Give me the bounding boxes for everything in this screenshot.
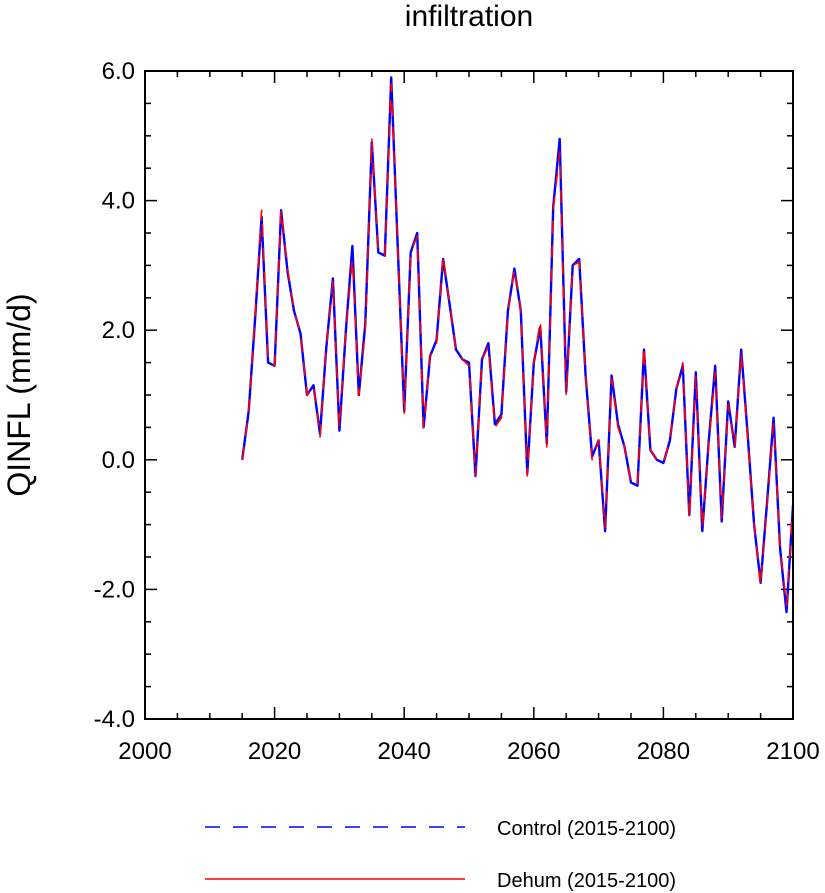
x-tick-label: 2060: [507, 738, 560, 765]
x-tick-label: 2100: [766, 738, 819, 765]
y-axis-label: QINFL (mm/d): [1, 293, 37, 496]
legend-label-dehum: Dehum (2015-2100): [497, 870, 676, 892]
plot-frame: [144, 70, 794, 720]
y-tick-label: 0.0: [102, 447, 135, 474]
x-tick-label: 2080: [637, 738, 690, 765]
legend: Control (2015-2100) Dehum (2015-2100): [205, 818, 676, 892]
y-tick-labels: -4.0 -2.0 0.0 2.0 4.0 6.0: [94, 58, 135, 733]
x-tick-label: 2040: [378, 738, 431, 765]
x-tick-label: 2020: [248, 738, 301, 765]
y-tick-label: 6.0: [102, 58, 135, 85]
x-tick-label: 2000: [118, 738, 171, 765]
x-tick-labels: 2000 2020 2040 2060 2080 2100: [118, 738, 819, 765]
series-line-dehum: [241, 83, 794, 607]
y-tick-label: 2.0: [102, 317, 135, 344]
y-tick-label: -2.0: [94, 576, 135, 603]
series-lines: [241, 76, 795, 614]
chart-title: infiltration: [405, 0, 533, 33]
series-line-control: [241, 76, 795, 614]
y-tick-label: 4.0: [102, 188, 135, 215]
legend-label-control: Control (2015-2100): [497, 818, 676, 840]
y-tick-label: -4.0: [94, 706, 135, 733]
